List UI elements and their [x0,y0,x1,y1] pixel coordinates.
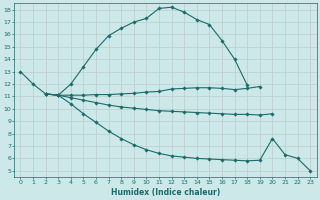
X-axis label: Humidex (Indice chaleur): Humidex (Indice chaleur) [111,188,220,197]
